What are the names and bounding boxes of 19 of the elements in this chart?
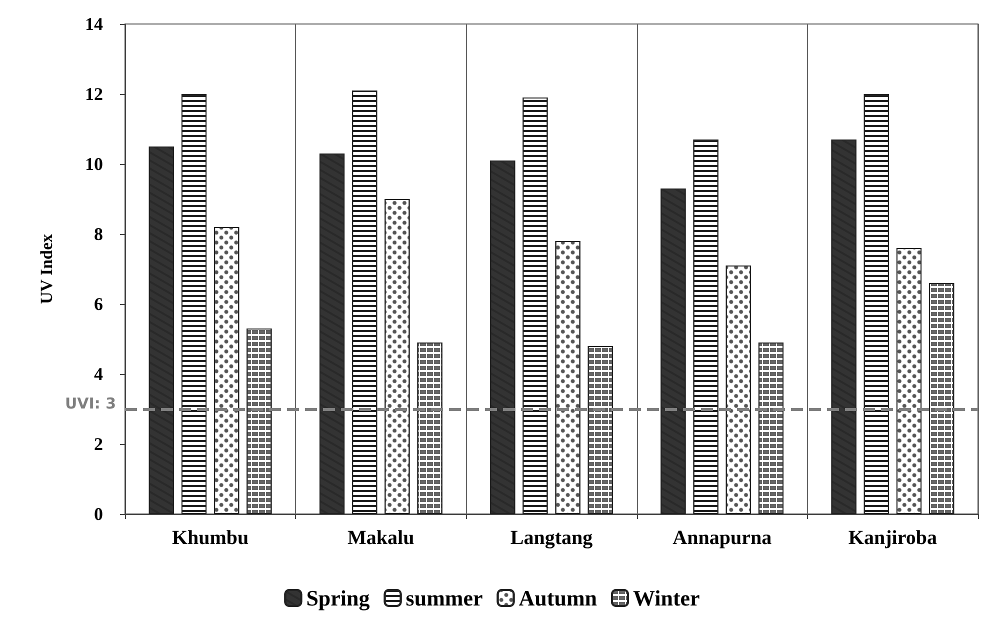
ref-line-label: UVI: 3: [65, 394, 116, 412]
x-tick-label: Makalu: [348, 527, 414, 549]
legend-label: Autumn: [518, 586, 598, 610]
x-tick-label: Annapurna: [672, 527, 772, 549]
x-tick-label: Langtang: [510, 527, 593, 549]
y-tick-label: 4: [94, 364, 103, 384]
y-tick-label: 14: [85, 14, 103, 34]
y-tick-label: 0: [94, 504, 103, 524]
y-axis-title: UV Index: [37, 233, 56, 304]
y-tick-label: 2: [94, 434, 103, 454]
y-tick-label: 8: [94, 224, 103, 244]
y-tick-label: 6: [94, 294, 103, 314]
y-tick-label: 10: [85, 154, 103, 174]
legend-label: summer: [406, 586, 483, 610]
x-tick-label: Khumbu: [172, 527, 249, 549]
x-tick-label: Kanjiroba: [848, 527, 937, 549]
legend-label: Spring: [306, 586, 370, 610]
y-tick-label: 12: [85, 84, 103, 104]
legend-label: Winter: [633, 586, 700, 610]
